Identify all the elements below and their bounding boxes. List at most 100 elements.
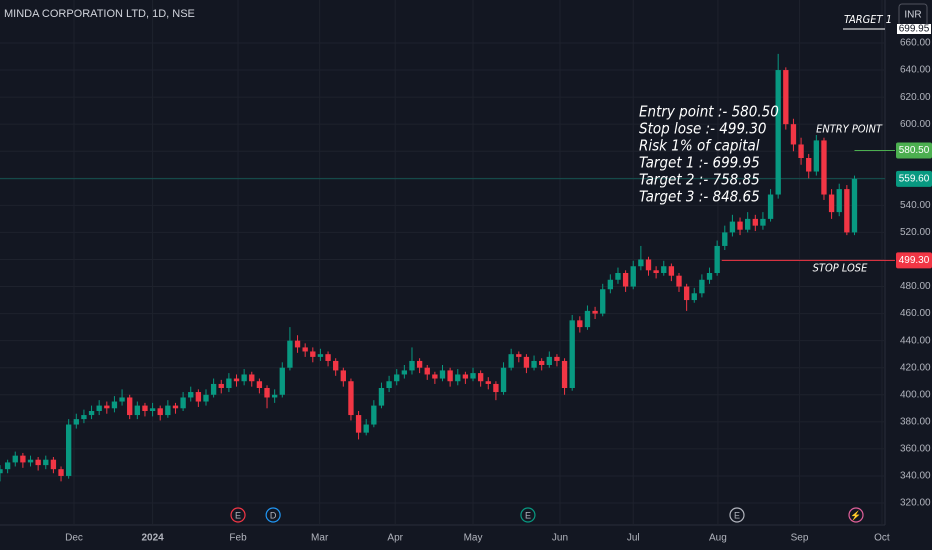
x-tick-label: Mar: [311, 533, 329, 544]
candle-body: [523, 356, 530, 368]
candle-body: [27, 459, 34, 463]
last-price: 559.60: [899, 173, 930, 184]
x-tick-label: Feb: [229, 533, 247, 544]
candle-body: [378, 388, 385, 406]
candle-body: [127, 397, 133, 416]
x-tick-label: May: [464, 533, 483, 544]
candle-body: [279, 367, 285, 395]
event-label: E: [525, 510, 531, 520]
candle-body: [546, 356, 552, 365]
candle-body: [661, 266, 667, 273]
candle-body: [416, 360, 423, 368]
candle-body: [752, 218, 758, 226]
candle-body: [439, 370, 446, 379]
event-label: E: [734, 510, 740, 520]
candle-body: [165, 405, 171, 416]
level-price: 699.95: [899, 24, 930, 35]
candle-body: [88, 411, 95, 416]
candle-body: [790, 124, 797, 145]
candle-body: [355, 415, 362, 433]
candle-body: [851, 178, 858, 233]
candle-body: [172, 405, 179, 409]
candle-body: [294, 340, 301, 348]
candle-body: [302, 347, 308, 352]
candle-body: [73, 419, 79, 425]
level-price-box: [897, 24, 931, 34]
candle-body: [607, 279, 614, 290]
candle-body: [432, 374, 438, 379]
candle-body: [43, 459, 49, 466]
candle-body: [813, 140, 820, 172]
candle-body: [821, 140, 827, 195]
event-marker: [520, 507, 536, 523]
x-tick-label: Jul: [627, 533, 640, 544]
event-marker: [848, 507, 864, 523]
candle-body: [592, 310, 598, 314]
annotation: Target 3 :- 848.65: [639, 188, 760, 206]
candle-body: [516, 354, 522, 357]
candle-body: [203, 394, 209, 402]
candle-body: [844, 189, 850, 233]
candle-body: [531, 360, 537, 368]
candle-body: [58, 469, 64, 476]
candle-body: [104, 405, 110, 409]
candle-body: [394, 374, 400, 382]
candle-body: [111, 401, 118, 409]
candle-body: [722, 232, 728, 246]
candle-body: [4, 462, 11, 470]
candle-body: [714, 245, 720, 273]
candle-body: [767, 194, 774, 219]
candle-body: [806, 158, 812, 172]
candle-body: [195, 392, 202, 402]
level-name: TARGET 1: [844, 13, 892, 26]
event-label: E: [235, 510, 241, 520]
y-tick-label: 640.00: [900, 65, 931, 76]
candle-body: [363, 424, 369, 433]
candle-body: [96, 405, 102, 411]
candle-body: [477, 373, 484, 382]
candle-body: [35, 459, 41, 466]
annotation: Stop lose :- 499.30: [639, 120, 767, 138]
annotation: Entry point :- 580.50: [639, 103, 779, 121]
candle-body: [249, 374, 255, 382]
annotation: Target 2 :- 758.85: [639, 171, 760, 189]
currency[interactable]: INR: [904, 10, 921, 21]
candle-body: [798, 144, 804, 158]
level-name: STOP LOSE: [813, 261, 868, 274]
candle-body: [271, 394, 278, 398]
candle-body: [745, 218, 751, 230]
candle-body: [645, 259, 652, 271]
candle-body: [371, 405, 377, 425]
candle-body: [783, 70, 789, 125]
candle-body: [691, 293, 697, 301]
candle-body: [539, 360, 545, 365]
event-marker: [265, 507, 281, 523]
candle-body: [81, 415, 87, 420]
y-tick-label: 380.00: [900, 416, 931, 427]
candle-body: [424, 367, 430, 375]
candle-body: [348, 381, 354, 416]
last-price-box: [896, 170, 932, 187]
level-name: ENTRY POINT: [816, 123, 883, 136]
candle-body: [600, 289, 606, 314]
candle-body: [310, 351, 316, 357]
candle-body: [241, 374, 247, 382]
candle-body: [706, 273, 713, 280]
event-label: ⚡: [850, 509, 861, 521]
candle-body: [210, 383, 217, 395]
candle-body: [615, 273, 621, 280]
candle-body: [699, 279, 705, 294]
level-price-box: [896, 142, 932, 159]
candle-body: [256, 381, 263, 388]
candle-body: [188, 392, 194, 398]
y-tick-label: 440.00: [900, 335, 931, 346]
candle-body: [218, 383, 224, 388]
y-tick-label: 660.00: [900, 38, 931, 49]
x-tick-label: Apr: [387, 533, 403, 544]
candle-body: [180, 397, 186, 409]
candle-body: [630, 266, 636, 287]
candle-body: [0, 469, 3, 474]
